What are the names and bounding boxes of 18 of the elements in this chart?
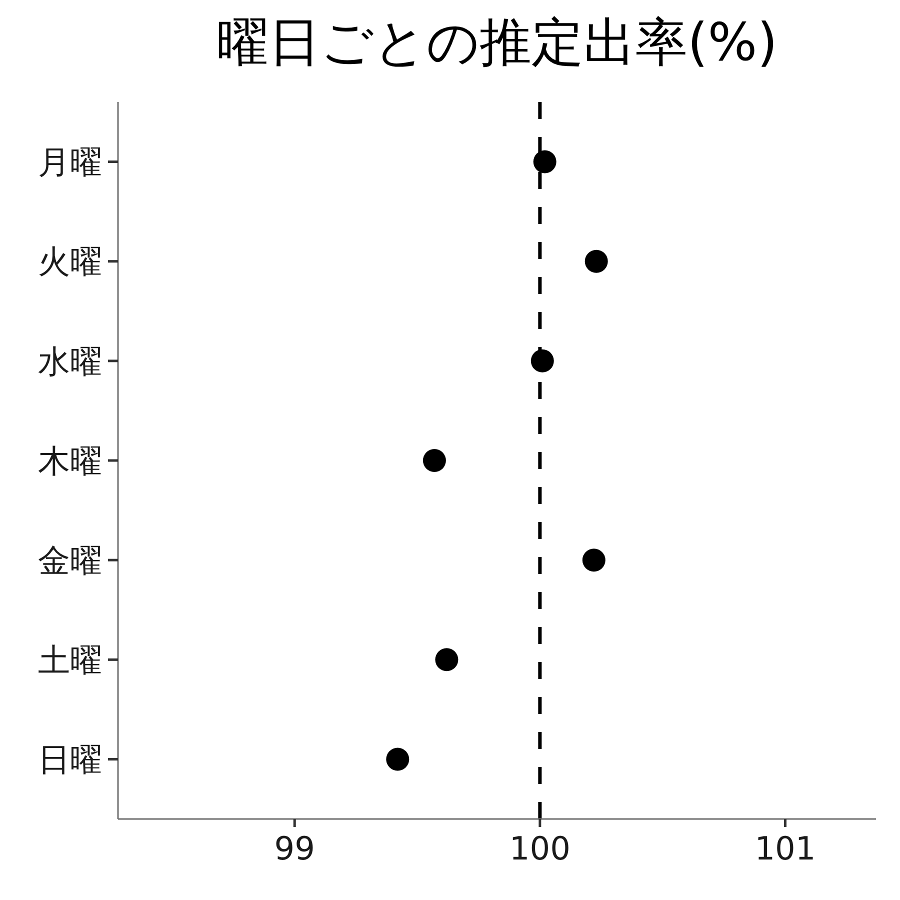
point bbox=[582, 548, 606, 572]
point bbox=[386, 748, 410, 771]
y-tick-label: 土曜 bbox=[38, 641, 102, 680]
x-tick-label: 101 bbox=[754, 830, 816, 868]
y-tick-label: 木曜 bbox=[38, 442, 102, 480]
x-tick-label: 99 bbox=[274, 830, 315, 868]
chart-title: 曜日ごとの推定出率(%) bbox=[216, 12, 778, 75]
point bbox=[530, 349, 554, 372]
point bbox=[422, 449, 446, 472]
point bbox=[533, 150, 556, 174]
point bbox=[435, 648, 458, 672]
y-tick-label: 月曜 bbox=[38, 143, 102, 182]
y-tick-label: 火曜 bbox=[38, 242, 102, 281]
y-tick-label: 日曜 bbox=[38, 740, 102, 779]
y-tick-label: 金曜 bbox=[38, 541, 102, 580]
y-tick-label: 水曜 bbox=[38, 342, 102, 380]
x-tick-label: 100 bbox=[509, 830, 570, 868]
point bbox=[584, 250, 608, 273]
